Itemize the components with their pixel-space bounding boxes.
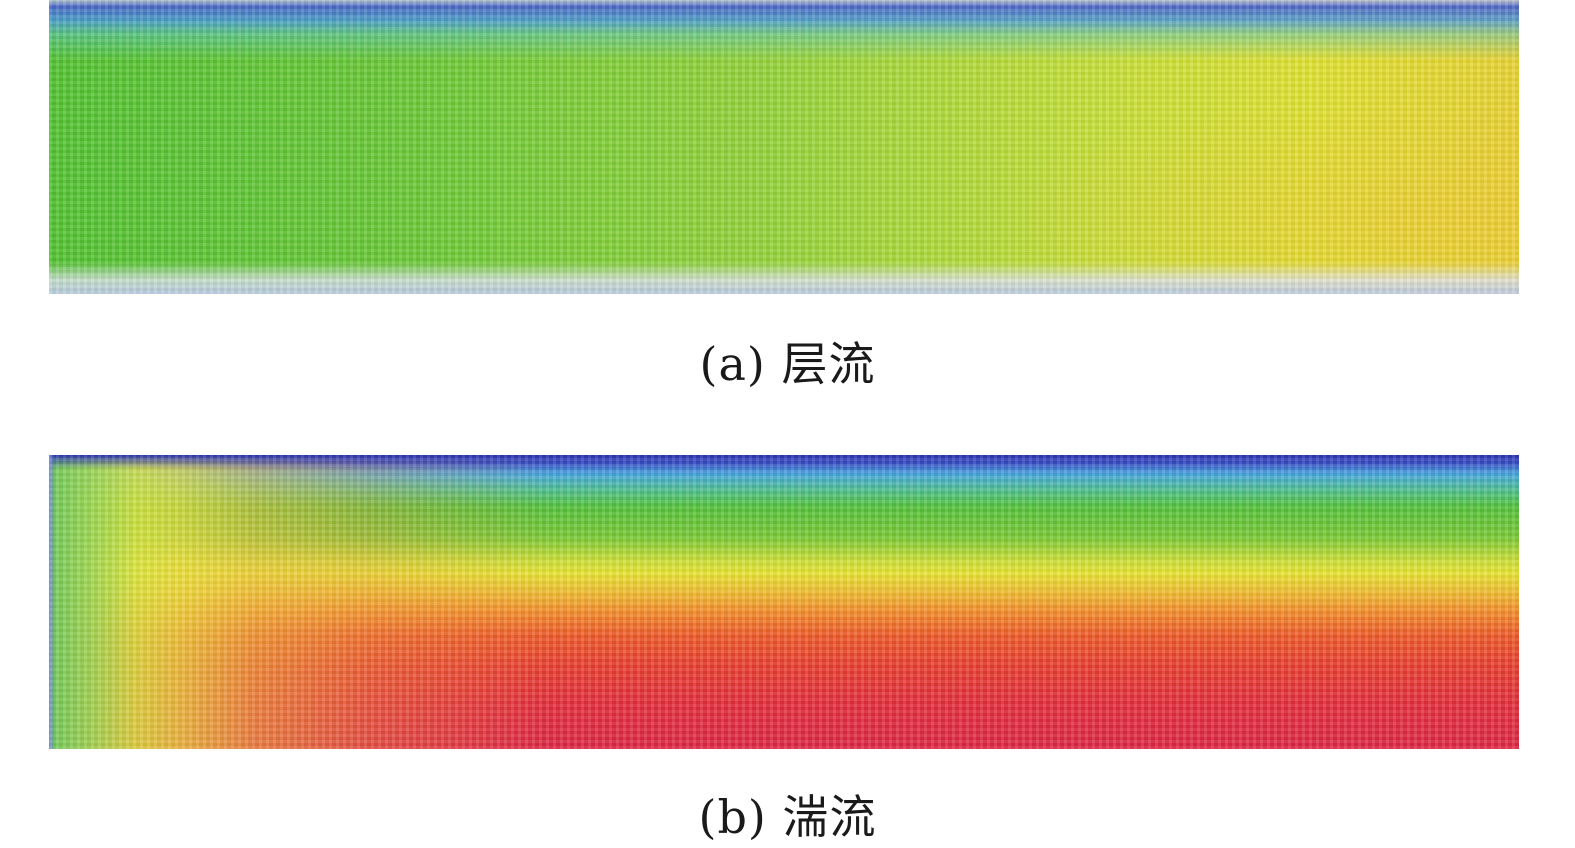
laminar-mesh-texture	[49, 0, 1519, 294]
turbulent-flow-field-image	[49, 455, 1519, 749]
panel-b-caption: (b) 湍流	[698, 790, 877, 844]
laminar-wall-boundary	[49, 0, 1519, 294]
laminar-flow-field-image	[49, 0, 1519, 294]
panel-a-caption: (a) 层流	[699, 337, 876, 391]
turbulent-wall-boundary	[49, 455, 1519, 749]
turbulent-inlet-edge	[49, 455, 55, 749]
turbulent-mesh-texture	[49, 455, 1519, 749]
